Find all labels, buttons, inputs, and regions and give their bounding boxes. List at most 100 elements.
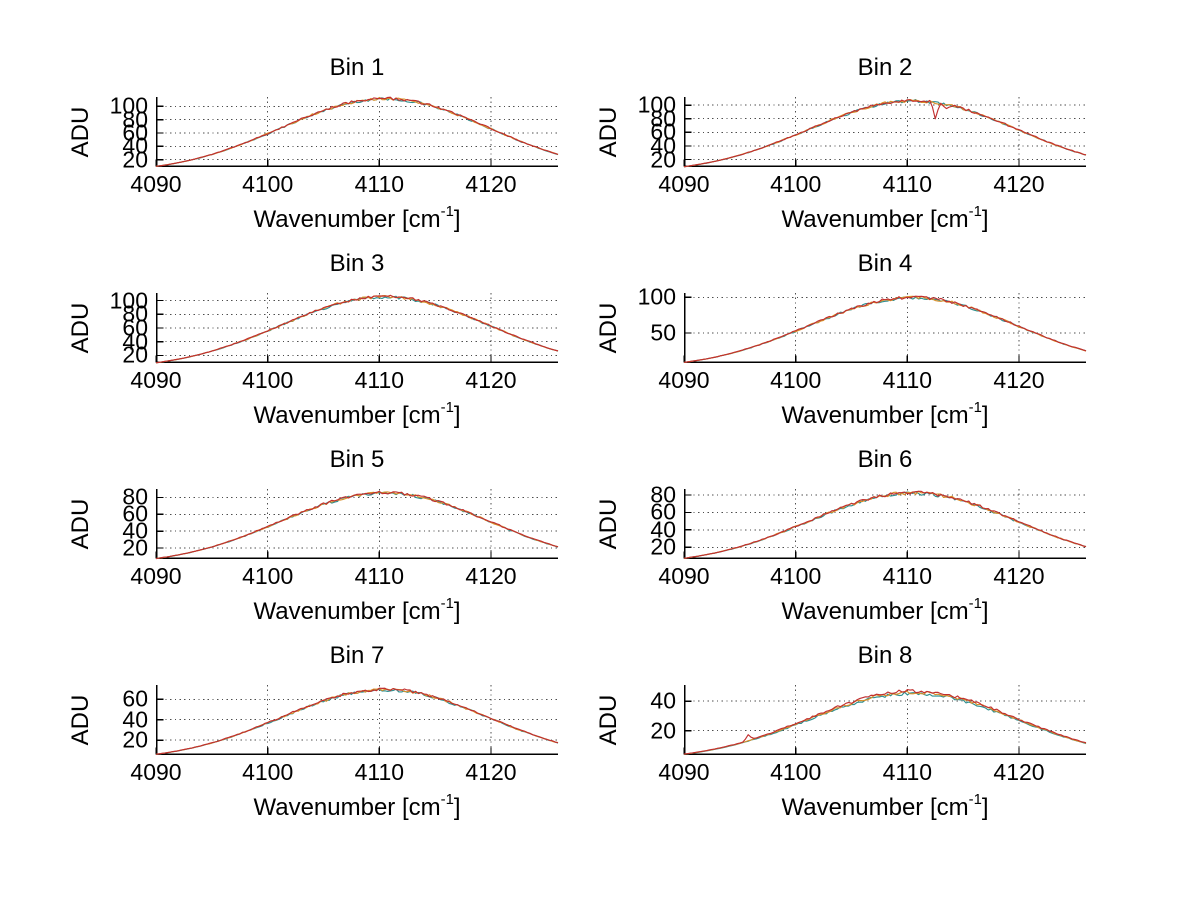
subplot-bin-6: Bin 6 ADU Wavenumber [cm-1] 20 40 60 80 4090… bbox=[595, 446, 1087, 625]
x-tick-label: 4120 bbox=[465, 367, 517, 393]
y-axis-label: ADU bbox=[595, 498, 622, 550]
x-tick-label: 4120 bbox=[465, 759, 517, 785]
plot-canvas bbox=[683, 685, 1087, 756]
x-tick-label: 4090 bbox=[130, 563, 182, 589]
y-tick-label: 100 bbox=[109, 92, 148, 119]
x-axis-label: Wavenumber [cm-1] bbox=[253, 203, 461, 233]
y-tick-label: 100 bbox=[109, 287, 148, 314]
subplot-bin-1: Bin 1 ADU Wavenumber [cm-1] 20 40 60 80 100 4… bbox=[67, 54, 559, 233]
trace-orange bbox=[155, 294, 559, 364]
plot-title: Bin 6 bbox=[857, 446, 913, 473]
x-tick-label: 4100 bbox=[242, 171, 294, 197]
plot-canvas bbox=[155, 96, 559, 168]
trace-orange bbox=[155, 491, 559, 560]
y-tick-label: 20 bbox=[650, 533, 676, 560]
x-tick-label: 4110 bbox=[354, 563, 405, 589]
y-tick-label: 20 bbox=[122, 341, 148, 368]
y-tick-label: 80 bbox=[122, 300, 148, 327]
y-tick-label: 80 bbox=[122, 106, 148, 133]
plot-title: Bin 8 bbox=[857, 642, 913, 669]
x-tick-label: 4100 bbox=[770, 563, 822, 589]
y-tick-label: 60 bbox=[650, 118, 676, 145]
x-tick-label: 4120 bbox=[993, 367, 1045, 393]
trace-orange bbox=[683, 690, 1087, 755]
subplot-bin-7: Bin 7 ADU Wavenumber [cm-1] 20 40 60 4090 41… bbox=[67, 642, 559, 821]
x-tick-label: 4110 bbox=[882, 367, 933, 393]
subplot-bin-4: Bin 4 ADU Wavenumber [cm-1] 50 100 4090 410… bbox=[595, 250, 1087, 429]
x-tick-label: 4100 bbox=[242, 563, 294, 589]
trace-red bbox=[155, 294, 559, 364]
plot-title: Bin 1 bbox=[329, 54, 385, 81]
y-tick-label: 20 bbox=[650, 717, 676, 744]
plot-canvas bbox=[155, 489, 559, 560]
subplot-bin-8: Bin 8 ADU Wavenumber [cm-1] 20 40 4090 4100… bbox=[595, 642, 1087, 821]
y-tick-label: 100 bbox=[637, 283, 676, 310]
plot-area bbox=[683, 97, 1087, 168]
x-tick-label: 4100 bbox=[770, 367, 822, 393]
plot-area bbox=[683, 489, 1087, 560]
y-axis-label: ADU bbox=[67, 106, 94, 158]
plot-area bbox=[683, 685, 1087, 756]
x-tick-label: 4120 bbox=[465, 171, 517, 197]
x-tick-label: 4090 bbox=[658, 759, 710, 785]
x-tick-label: 4100 bbox=[770, 171, 822, 197]
plot-canvas bbox=[155, 293, 559, 364]
plot-area bbox=[155, 489, 559, 560]
plot-title: Bin 2 bbox=[857, 54, 913, 81]
y-tick-label: 50 bbox=[650, 319, 676, 346]
x-tick-label: 4120 bbox=[993, 171, 1045, 197]
x-tick-label: 4100 bbox=[770, 759, 822, 785]
y-axis-label: ADU bbox=[67, 694, 94, 746]
plot-title: Bin 5 bbox=[329, 446, 385, 473]
y-tick-label: 20 bbox=[122, 146, 148, 173]
y-axis-label: ADU bbox=[595, 106, 622, 158]
trace-red bbox=[683, 688, 1087, 755]
x-tick-label: 4090 bbox=[658, 367, 710, 393]
y-axis-label: ADU bbox=[67, 302, 94, 354]
x-tick-label: 4090 bbox=[130, 759, 182, 785]
x-axis-label: Wavenumber [cm-1] bbox=[781, 595, 989, 625]
y-tick-label: 20 bbox=[122, 534, 148, 561]
plot-area bbox=[155, 293, 559, 364]
plot-canvas bbox=[683, 97, 1087, 168]
trace-red bbox=[155, 490, 559, 560]
y-axis-label: ADU bbox=[595, 302, 622, 354]
trace-red bbox=[155, 687, 559, 755]
x-tick-label: 4110 bbox=[354, 759, 405, 785]
plot-area bbox=[683, 293, 1087, 364]
subplot-bin-5: Bin 5 ADU Wavenumber [cm-1] 20 40 60 80 4090… bbox=[67, 446, 559, 625]
y-tick-label: 40 bbox=[650, 516, 676, 543]
y-tick-label: 40 bbox=[122, 132, 148, 159]
y-tick-label: 40 bbox=[122, 706, 148, 733]
x-tick-label: 4090 bbox=[658, 171, 710, 197]
trace-red bbox=[683, 295, 1087, 363]
y-axis-label: ADU bbox=[67, 498, 94, 550]
y-tick-label: 60 bbox=[650, 498, 676, 525]
y-tick-label: 60 bbox=[122, 119, 148, 146]
y-axis-label: ADU bbox=[595, 694, 622, 746]
y-tick-label: 60 bbox=[122, 685, 148, 712]
plot-canvas bbox=[683, 293, 1087, 364]
y-tick-label: 40 bbox=[650, 132, 676, 159]
plot-title: Bin 3 bbox=[329, 250, 385, 277]
subplot-bin-3: Bin 3 ADU Wavenumber [cm-1] 20 40 60 80 100 4… bbox=[67, 250, 559, 429]
plot-canvas bbox=[683, 489, 1087, 560]
x-axis-label: Wavenumber [cm-1] bbox=[253, 595, 461, 625]
x-tick-label: 4120 bbox=[993, 563, 1045, 589]
trace-red bbox=[155, 96, 559, 167]
plot-area bbox=[155, 685, 559, 756]
x-tick-label: 4120 bbox=[993, 759, 1045, 785]
y-tick-label: 40 bbox=[122, 328, 148, 355]
x-tick-label: 4120 bbox=[465, 563, 517, 589]
y-tick-label: 20 bbox=[650, 146, 676, 173]
x-tick-label: 4090 bbox=[130, 171, 182, 197]
x-axis-label: Wavenumber [cm-1] bbox=[781, 791, 989, 821]
y-tick-label: 80 bbox=[650, 481, 676, 508]
x-tick-label: 4100 bbox=[242, 367, 294, 393]
trace-red bbox=[683, 99, 1087, 168]
plot-canvas bbox=[155, 685, 559, 756]
y-tick-label: 80 bbox=[650, 105, 676, 132]
x-axis-label: Wavenumber [cm-1] bbox=[781, 203, 989, 233]
x-axis-label: Wavenumber [cm-1] bbox=[253, 791, 461, 821]
